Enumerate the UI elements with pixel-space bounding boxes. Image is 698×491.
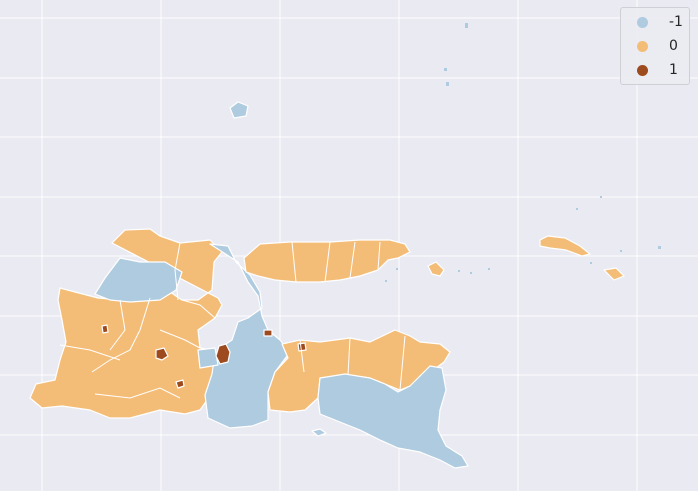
region-class-minus1 (94, 257, 183, 303)
region-class-1 (263, 329, 273, 337)
legend-marker-1 (637, 64, 648, 76)
region-class-minus1 (317, 365, 469, 469)
legend: -1 0 1 (620, 7, 690, 85)
region-class-0 (243, 239, 411, 283)
region-class-1 (175, 379, 185, 389)
legend-label: 0 (669, 38, 678, 54)
region-class-1 (215, 343, 231, 365)
legend-item: 1 (621, 60, 689, 80)
region-class-minus1 (311, 428, 327, 437)
region-class-1 (101, 324, 109, 334)
legend-marker-minus1 (637, 16, 648, 28)
region-class-minus1 (204, 243, 291, 429)
region-class-1 (297, 342, 307, 352)
region-class-minus1 (197, 347, 219, 369)
region-borders (59, 241, 406, 399)
region-class-0 (29, 228, 223, 419)
legend-label: 1 (669, 62, 678, 78)
region-class-0 (603, 267, 625, 281)
region-class-minus1 (229, 101, 249, 119)
region-class-0 (539, 235, 591, 257)
region-class-1 (155, 347, 169, 361)
legend-item: 0 (621, 36, 689, 56)
region-class-0 (427, 261, 445, 277)
legend-marker-0 (637, 40, 648, 52)
legend-label: -1 (669, 14, 683, 30)
legend-item: -1 (621, 12, 689, 32)
small-island-specks (385, 23, 661, 282)
